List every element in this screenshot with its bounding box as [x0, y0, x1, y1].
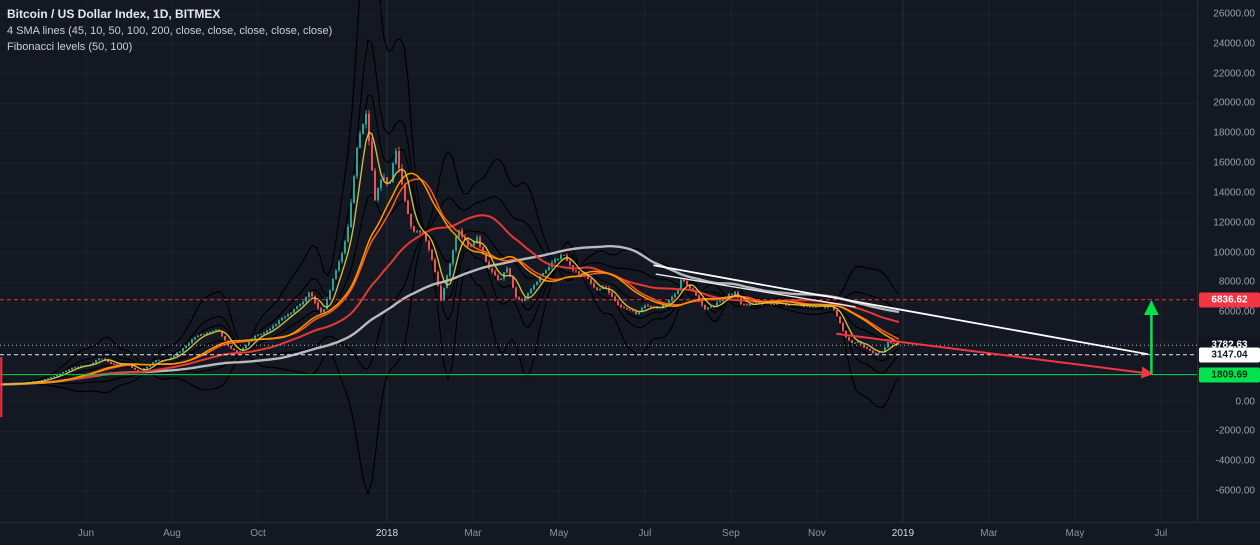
price-tick-label: 18000.00 [1213, 127, 1255, 139]
price-tick-label: 22000.00 [1213, 68, 1255, 80]
sma-10-line [0, 131, 900, 386]
time-tick-label: Mar [980, 528, 998, 539]
time-tick-label: Jul [638, 528, 652, 539]
white-trendline-secondary[interactable] [655, 273, 856, 308]
time-tick-label: May [1065, 528, 1085, 539]
time-tick-label: Oct [250, 528, 266, 539]
red-projection-line[interactable] [836, 332, 1154, 379]
time-tick-label: May [549, 528, 569, 539]
price-tick-label: -6000.00 [1215, 485, 1255, 497]
symbol-title[interactable]: Bitcoin / US Dollar Index, 1D, BITMEX [7, 7, 221, 21]
price-tick-label: 8000.00 [1218, 276, 1255, 288]
price-tick-label: -4000.00 [1215, 455, 1255, 467]
candles-layer [2, 110, 898, 386]
price-tick-label: 14000.00 [1213, 187, 1255, 199]
white-trendline-main[interactable] [653, 264, 1149, 356]
chart-canvas[interactable]: Bitcoin / US Dollar Index, 1D, BITMEX 4 … [0, 0, 1197, 522]
time-tick-label: Sep [722, 528, 740, 539]
price-tick-label: 20000.00 [1213, 97, 1255, 109]
sma-lines-layer [0, 131, 900, 386]
price-tick-label: 16000.00 [1213, 157, 1255, 169]
grid-layer [85, 0, 1162, 522]
time-tick-label: Jul [1154, 528, 1168, 539]
drawings-layer[interactable] [0, 264, 1159, 418]
sma-100-line [0, 214, 900, 386]
price-tick-label: 24000.00 [1213, 38, 1255, 50]
price-tick-label: 10000.00 [1213, 247, 1255, 259]
price-tick-label: -2000.00 [1215, 425, 1255, 437]
price-tick-label: 6000.00 [1218, 306, 1255, 318]
time-tick-label: Aug [163, 528, 181, 539]
price-badge-support-level: 3147.04 [1199, 347, 1260, 363]
indicator-sma-row[interactable]: 4 SMA lines (45, 10, 50, 100, 200, close… [7, 25, 333, 37]
time-tick-label: Mar [464, 528, 482, 539]
price-chart-svg[interactable] [0, 0, 1197, 522]
time-tick-label: Jun [77, 528, 95, 539]
time-tick-label: 2018 [375, 528, 399, 539]
price-badge-resistance-level: 6836.62 [1199, 292, 1260, 308]
chart-legend: Bitcoin / US Dollar Index, 1D, BITMEX 4 … [7, 7, 332, 57]
price-axis[interactable]: 26000.00 24000.00 22000.00 20000.00 18000.00… [1197, 0, 1260, 522]
time-axis[interactable]: Jun Aug Oct 2018 Mar May Jul Sep Nov 2019 Mar May Ju… [0, 522, 1260, 545]
time-tick-label: 2019 [891, 528, 915, 539]
price-tick-label: 12000.00 [1213, 217, 1255, 229]
price-badge-target-level: 1809.69 [1199, 367, 1260, 383]
time-tick-label: Nov [808, 528, 826, 539]
sma-50-line [0, 178, 900, 386]
price-tick-label: 26000.00 [1213, 8, 1255, 20]
price-tick-label: 0.00 [1235, 396, 1255, 408]
indicator-fib-row[interactable]: Fibonacci levels (50, 100) [7, 41, 133, 53]
